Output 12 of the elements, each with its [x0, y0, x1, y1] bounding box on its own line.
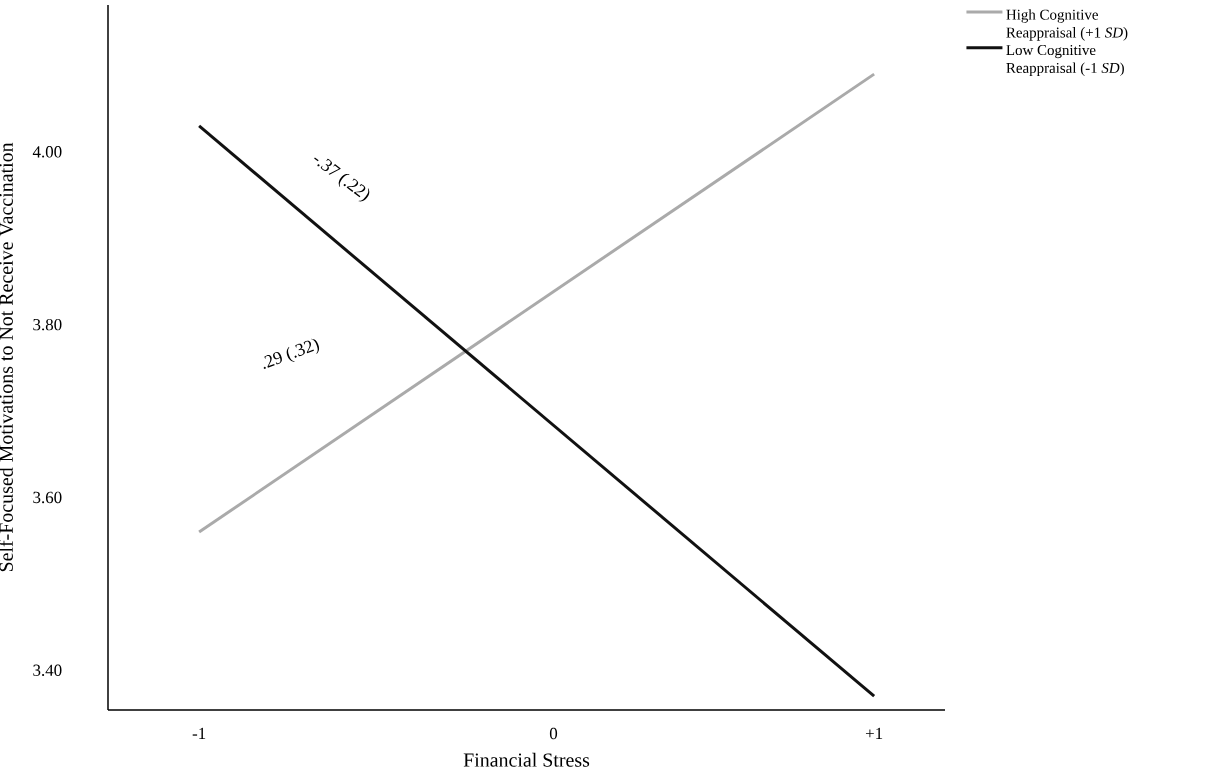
x-tick-label: +1 — [865, 727, 883, 740]
y-tick-label: 3.40 — [33, 664, 62, 676]
annotation: .29 (.32) — [263, 338, 320, 369]
legend-label: Low Cognitive Reappraisal (-1 SD) — [1006, 45, 1124, 77]
x-tick-label: 0 — [549, 727, 558, 740]
x-axis-title: Financial Stress — [463, 752, 590, 767]
legend-label: High Cognitive Reappraisal (+1 SD) — [1006, 9, 1128, 41]
y-tick-label: 3.60 — [33, 491, 62, 504]
x-tick-label: -1 — [192, 727, 206, 740]
y-tick-label: 3.80 — [33, 318, 62, 331]
y-tick-label: 4.00 — [32, 146, 62, 158]
annotation: -.37 (.22) — [314, 157, 370, 202]
